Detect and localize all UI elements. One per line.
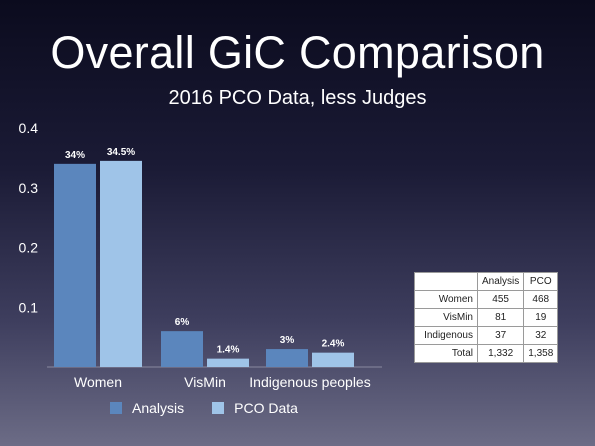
bar: [100, 160, 142, 367]
table-cell: 455: [476, 290, 525, 309]
data-label: 2.4%: [322, 339, 345, 350]
data-label: 34.5%: [107, 147, 135, 158]
slide-subtitle: 2016 PCO Data, less Judges: [168, 87, 427, 109]
legend-label-pco-data: PCO Data: [234, 400, 298, 416]
y-tick-label: 0.4: [19, 120, 39, 136]
table-header-cell: Analysis: [476, 272, 525, 291]
legend-swatch-pco-data: [212, 402, 225, 414]
data-table: Analysis PCO Women 455 468 VisMin 81 19 …: [414, 272, 559, 363]
table-cell: 468: [523, 290, 559, 309]
data-label: 34%: [65, 150, 85, 161]
legend-item-analysis: Analysis: [110, 400, 184, 416]
x-tick-label: Indigenous peoples: [249, 374, 370, 390]
table-row: Indigenous 37 32: [414, 326, 559, 345]
slide-title: Overall GiC Comparison: [50, 27, 545, 78]
table-row-label: Indigenous: [414, 326, 478, 345]
table-cell: 37: [476, 326, 525, 345]
bar: [207, 358, 249, 367]
table-row-label: Total: [414, 344, 478, 363]
bar: [312, 352, 354, 367]
data-label: 6%: [175, 317, 190, 328]
table-cell: 1,332: [476, 344, 525, 363]
table-row: VisMin 81 19: [414, 308, 559, 327]
table-header-cell: [414, 272, 478, 291]
x-tick-label: VisMin: [184, 374, 226, 390]
table-row-label: Women: [414, 290, 478, 309]
table-row: Total 1,332 1,358: [414, 344, 559, 363]
y-tick-label: 0.2: [19, 240, 39, 256]
legend-swatch-analysis: [110, 402, 122, 414]
bar: [161, 331, 203, 367]
data-label: 3%: [280, 335, 295, 346]
table-row-label: VisMin: [414, 308, 478, 327]
y-tick-label: 0.1: [19, 299, 39, 315]
x-tick-label: Women: [74, 374, 122, 390]
table-cell: 81: [476, 308, 525, 327]
bar: [54, 163, 96, 367]
table-row: Women 455 468: [414, 290, 559, 309]
legend-label-analysis: Analysis: [132, 400, 185, 416]
legend-item-pco-data: PCO Data: [212, 400, 298, 416]
table-cell: 1,358: [523, 344, 559, 363]
table-header-cell: PCO: [523, 272, 559, 291]
data-label: 1.4%: [217, 345, 240, 356]
table-cell: 32: [523, 326, 559, 345]
table-header-row: Analysis PCO: [414, 272, 559, 291]
bar: [266, 349, 308, 367]
table-cell: 19: [523, 308, 559, 327]
chart-legend: Analysis PCO Data: [110, 398, 326, 418]
y-tick-label: 0.3: [19, 180, 39, 196]
